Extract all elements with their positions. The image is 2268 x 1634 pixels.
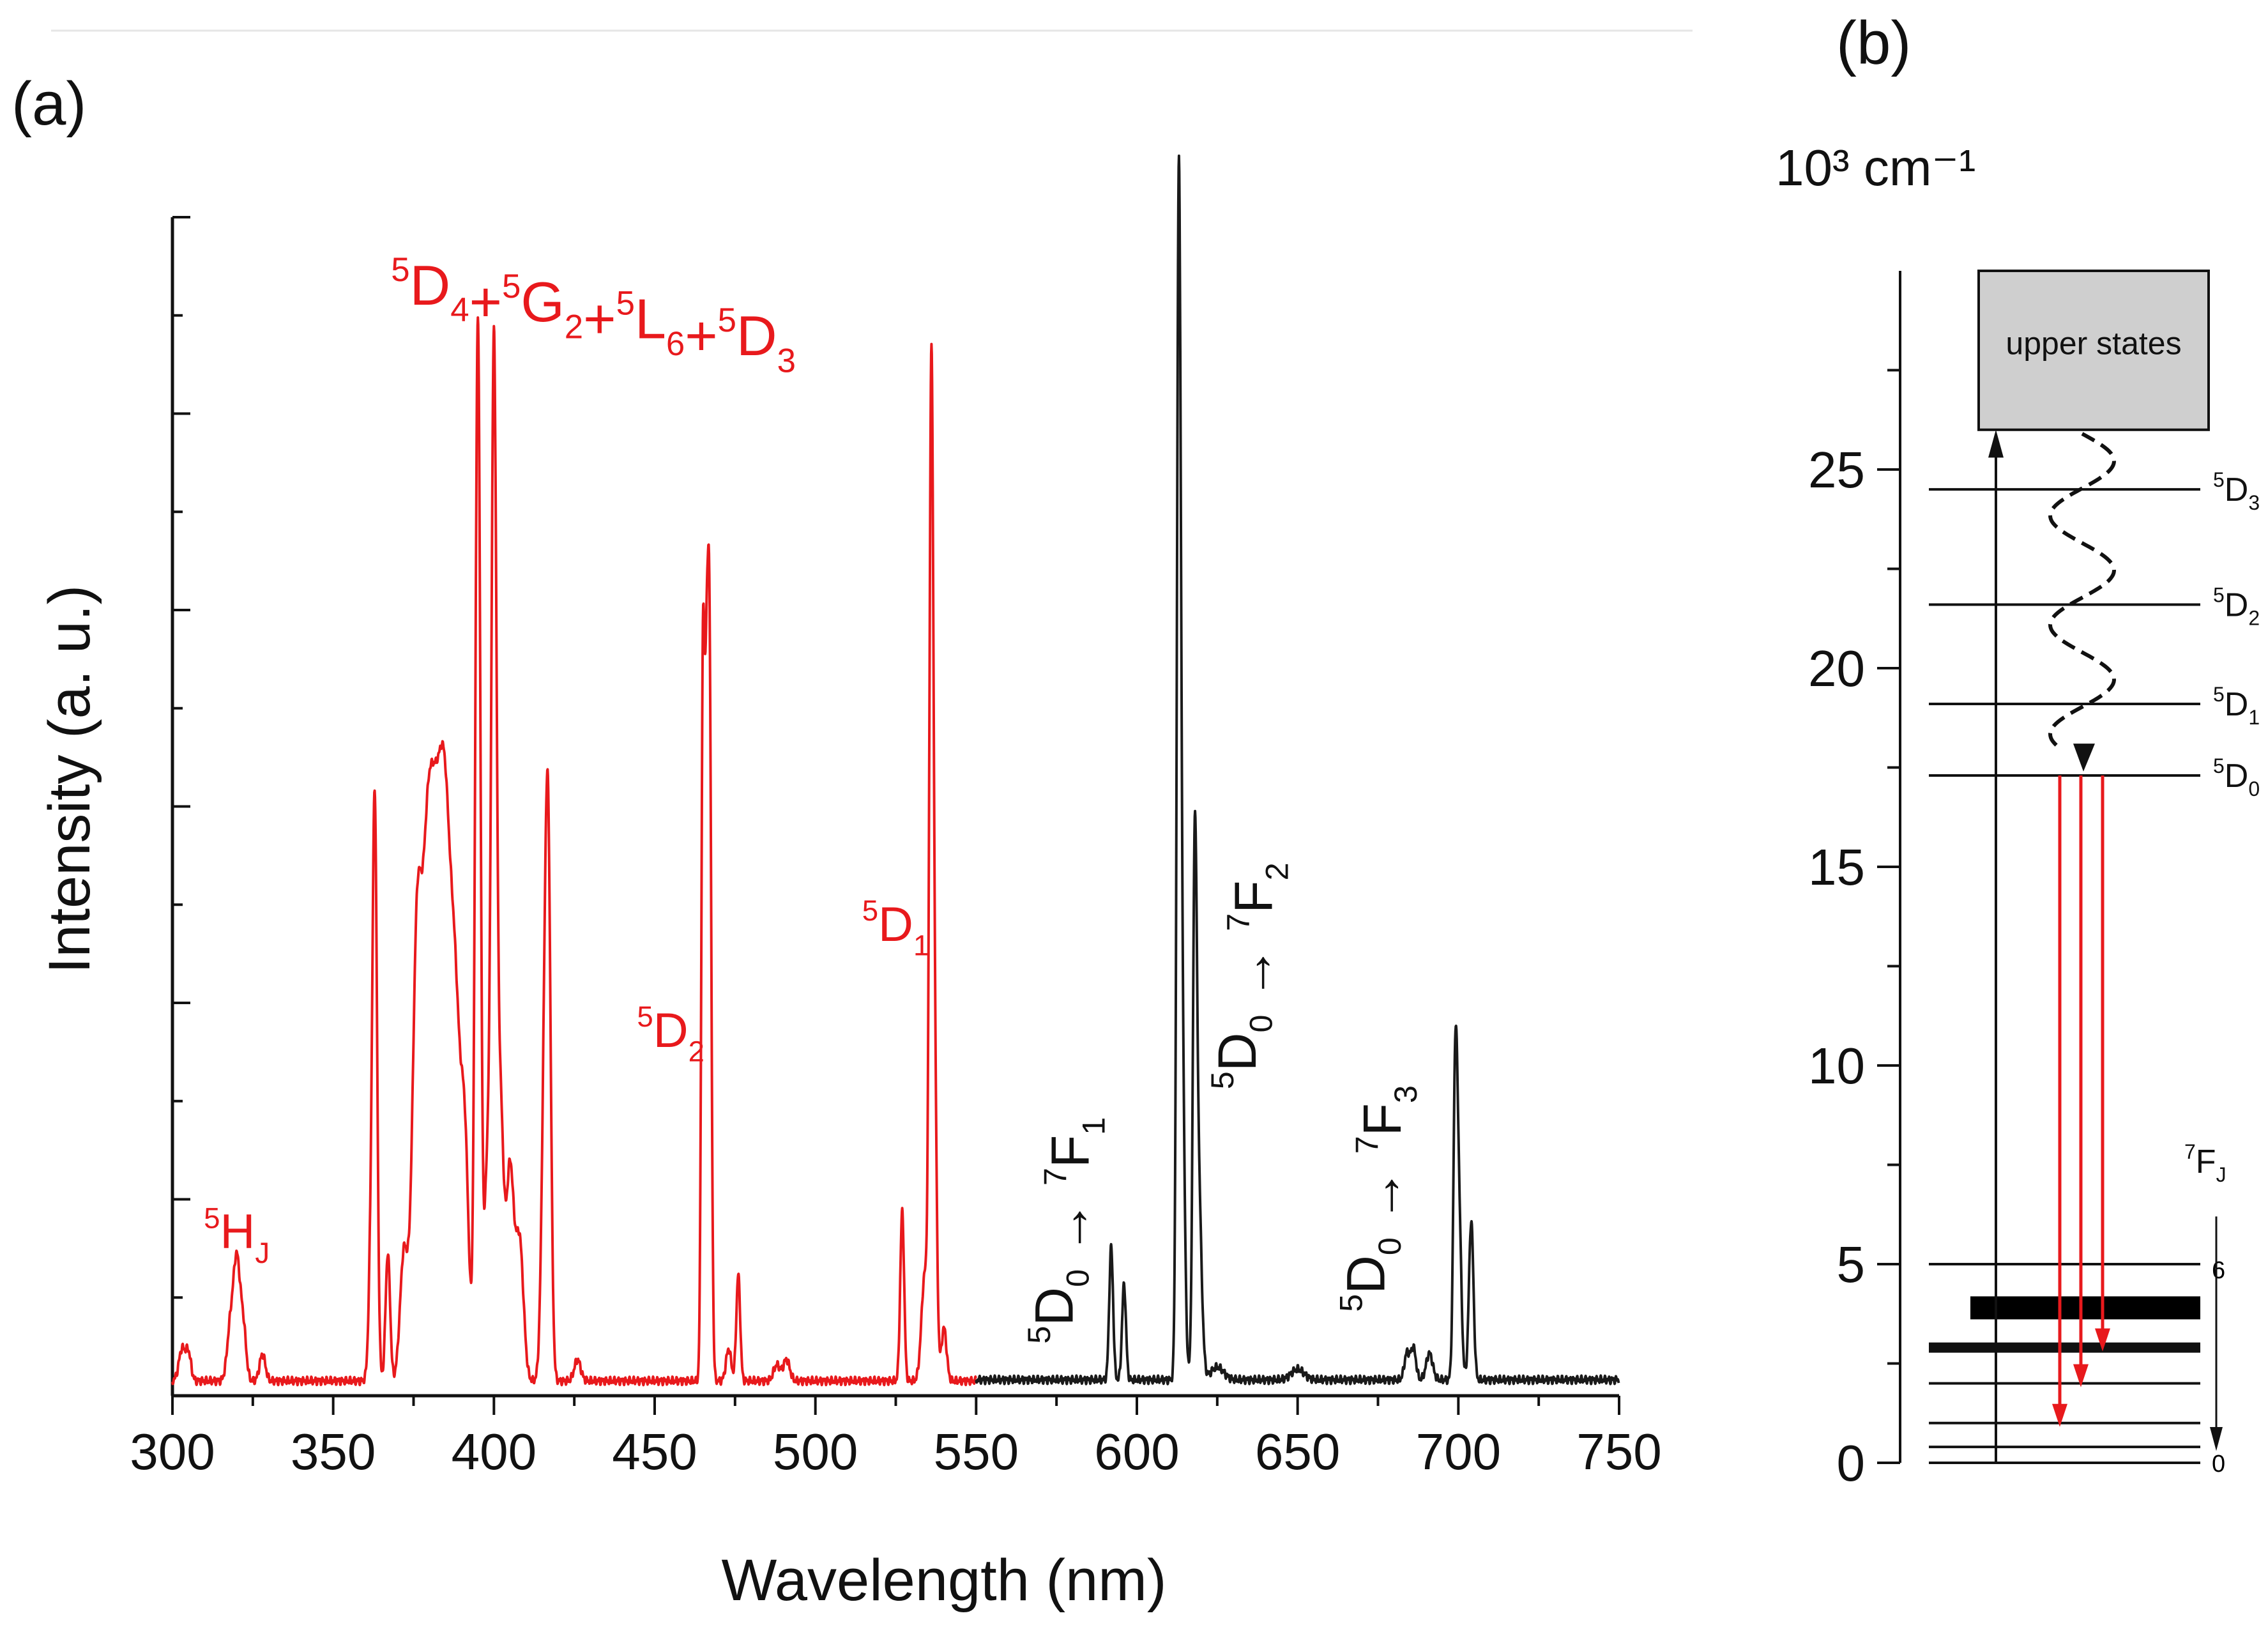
series-line-excitation [171, 316, 977, 1387]
level-group-label-7FJ: 7FJ [2184, 1140, 2226, 1186]
x-tick-label: 600 [1094, 1423, 1179, 1480]
transition-annotation: 5D0 → 7F2 [1204, 862, 1295, 1089]
energy-tick-label: 20 [1808, 640, 1865, 697]
transition-annotation: 5D0 → 7F1 [1021, 1117, 1112, 1344]
panel-a-series [171, 154, 1620, 1387]
x-tick-label: 550 [934, 1423, 1019, 1480]
emission-arrow-head [2052, 1403, 2067, 1427]
panel-a-label: (a) [11, 70, 86, 138]
level-index-bottom: 0 [2212, 1451, 2225, 1477]
level-annotation: 5D2 [637, 1000, 704, 1068]
energy-tick-label: 5 [1837, 1236, 1866, 1293]
panel-b: (b) 10³ cm⁻¹ 0 5 10 15 20 25 upper states 5D3 5… [1776, 9, 2260, 1492]
level-annotation: 5D4+5G2+5L6+5D3 [391, 251, 796, 380]
panel-a-annotations: 5HJ 5D4+5G2+5L6+5D3 5D2 5D1 5D0 → 7F1 5D0 → 7… [204, 251, 1424, 1344]
level-label-5D1: 5D1 [2213, 683, 2260, 729]
upper-states-box [1977, 270, 2210, 431]
emission-arrow-head [2073, 1364, 2089, 1387]
level-annotation: 5D1 [862, 894, 930, 962]
x-tick-label: 500 [773, 1423, 858, 1480]
x-tick-label: 450 [612, 1423, 697, 1480]
x-tick-label: 650 [1255, 1423, 1340, 1480]
x-tick-label: 750 [1576, 1423, 1661, 1480]
panel-a-axes: 300 350 400 450 500 550 600 650 700 750 [130, 216, 1662, 1480]
y-axis-title: Intensity (a. u.) [37, 585, 102, 974]
panel-a: (a) 300 350 400 450 500 550 600 650 700 750 5HJ 5D… [11, 70, 1662, 1613]
panel-b-label: (b) [1836, 9, 1911, 77]
x-tick-label: 300 [130, 1423, 215, 1480]
x-axis-title: Wavelength (nm) [721, 1548, 1166, 1613]
level-annotation: 5HJ [204, 1202, 270, 1269]
manifold-arrow-head [2210, 1427, 2223, 1451]
panel-b-arrows [1988, 429, 2117, 1463]
energy-tick-label: 25 [1808, 441, 1865, 498]
panel-b-levels: upper states 5D3 5D2 5D1 5D0 7FJ 6 0 [1929, 270, 2260, 1477]
x-tick-label: 400 [452, 1423, 537, 1480]
energy-tick-label: 0 [1837, 1435, 1866, 1492]
nonradiative-relaxation-path [2048, 432, 2117, 751]
excitation-arrow-head [1988, 429, 2004, 458]
level-label-5D3: 5D3 [2213, 468, 2260, 514]
emission-arrow-head [2095, 1328, 2110, 1352]
x-tick-label: 700 [1416, 1423, 1501, 1480]
level-label-5D0: 5D0 [2213, 754, 2260, 800]
energy-tick-label: 15 [1808, 839, 1865, 896]
panel-b-axes: 0 5 10 15 20 25 [1808, 271, 1901, 1492]
relaxation-arrow-head [2073, 744, 2095, 772]
level-band-7F [1970, 1296, 2200, 1320]
upper-states-label: upper states [2005, 326, 2181, 362]
x-tick-label: 350 [291, 1423, 376, 1480]
energy-tick-label: 10 [1808, 1037, 1865, 1094]
energy-unit-label: 10³ cm⁻¹ [1776, 139, 1975, 196]
transition-annotation: 5D0 → 7F3 [1332, 1085, 1424, 1312]
level-label-5D2: 5D2 [2213, 583, 2260, 629]
series-line-emission [975, 154, 1620, 1386]
level-index-top: 6 [2212, 1257, 2225, 1284]
